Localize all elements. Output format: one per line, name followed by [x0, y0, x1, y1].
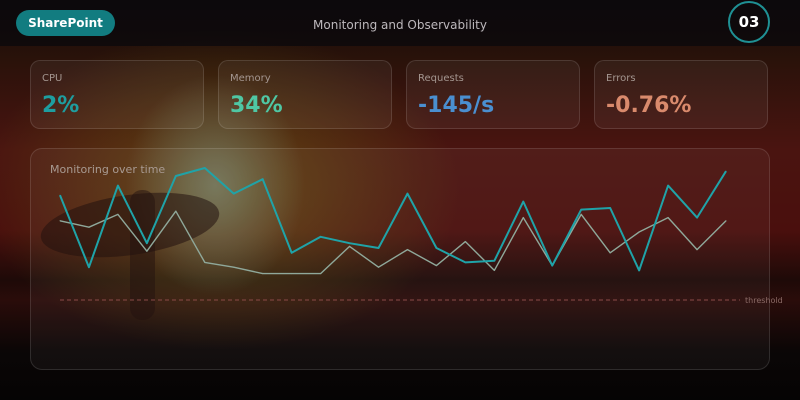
data-point: [580, 213, 582, 215]
data-point: [262, 273, 264, 275]
data-point: [204, 167, 206, 169]
data-point: [725, 170, 727, 172]
data-point: [522, 217, 524, 219]
data-point: [175, 175, 177, 177]
data-point: [638, 269, 640, 271]
data-point: [493, 269, 495, 271]
kpi-label: Errors: [606, 73, 636, 84]
series-line-1: [59, 167, 727, 272]
data-point: [88, 266, 90, 268]
data-point: [522, 201, 524, 203]
data-point: [435, 247, 437, 249]
kpi-card-errors: Errors -0.76%: [594, 60, 768, 129]
chart-card: [30, 148, 770, 370]
data-point: [233, 193, 235, 195]
chart-title: Monitoring over time: [50, 163, 166, 176]
kpi-value: 34%: [230, 93, 283, 118]
data-point: [378, 247, 380, 249]
data-point: [725, 220, 727, 222]
data-point: [464, 241, 466, 243]
kpi-card-cpu: CPU 2%: [30, 60, 204, 129]
data-point: [291, 273, 293, 275]
kpi-label: Requests: [418, 73, 464, 84]
page-number-badge: 03: [728, 1, 770, 43]
data-point: [667, 185, 669, 187]
data-point: [117, 213, 119, 215]
data-point: [320, 273, 322, 275]
page-title: Monitoring and Observability: [313, 18, 487, 32]
header-bar: [0, 0, 800, 46]
brand-button[interactable]: SharePoint: [16, 10, 115, 36]
data-point: [59, 220, 61, 222]
data-point: [88, 226, 90, 228]
data-point: [435, 265, 437, 267]
data-point: [696, 217, 698, 219]
data-point: [667, 217, 669, 219]
kpi-label: CPU: [42, 73, 63, 84]
data-point: [378, 266, 380, 268]
data-point: [580, 209, 582, 211]
data-point: [406, 249, 408, 251]
kpi-value: -0.76%: [606, 93, 692, 118]
data-point: [464, 261, 466, 263]
data-point: [609, 252, 611, 254]
data-point: [551, 265, 553, 267]
data-point: [349, 242, 351, 244]
data-point: [59, 194, 61, 196]
data-point: [320, 236, 322, 238]
data-point: [146, 250, 148, 252]
data-point: [204, 261, 206, 263]
data-point: [175, 210, 177, 212]
data-point: [233, 266, 235, 268]
data-point: [291, 252, 293, 254]
kpi-card-requests: Requests -145/s: [406, 60, 580, 129]
data-point: [609, 207, 611, 209]
kpi-value: 2%: [42, 93, 80, 118]
kpi-label: Memory: [230, 73, 271, 84]
data-point: [493, 260, 495, 262]
data-point: [146, 242, 148, 244]
data-point: [696, 249, 698, 251]
data-point: [349, 245, 351, 247]
data-point: [406, 193, 408, 195]
data-point: [638, 231, 640, 233]
kpi-card-memory: Memory 34%: [218, 60, 392, 129]
kpi-value: -145/s: [418, 93, 495, 118]
data-point: [262, 178, 264, 180]
background-surfer-silhouette: [130, 190, 155, 320]
series-line-2: [59, 210, 727, 275]
data-point: [117, 185, 119, 187]
threshold-label: threshold: [745, 296, 783, 305]
